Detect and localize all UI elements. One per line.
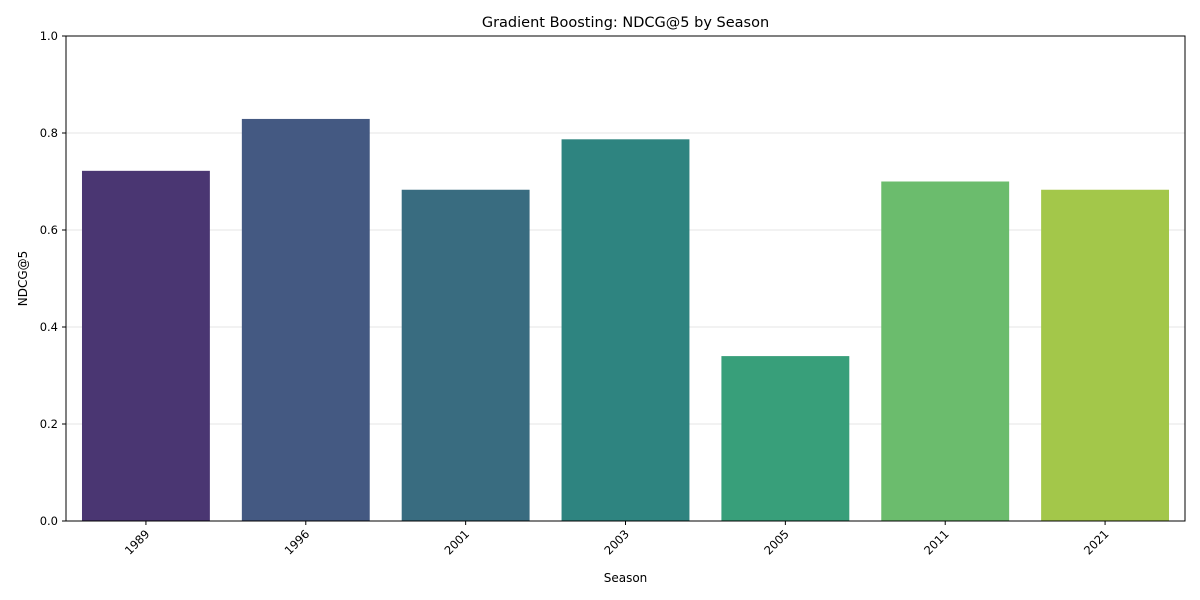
y-tick-label: 0.0 <box>40 514 58 528</box>
bar-2021 <box>1041 189 1170 521</box>
y-tick-label: 0.2 <box>40 417 58 431</box>
chart-title: Gradient Boosting: NDCG@5 by Season <box>482 15 769 31</box>
bar-2005 <box>721 356 850 521</box>
y-tick-label: 1.0 <box>40 29 58 43</box>
bar-1996 <box>241 118 370 521</box>
y-tick-label: 0.4 <box>40 320 58 334</box>
bar-2001 <box>401 189 530 521</box>
bar-2003 <box>561 139 690 521</box>
bar-2011 <box>881 181 1010 521</box>
y-axis-label: NDCG@5 <box>16 251 30 307</box>
x-axis-label: Season <box>604 571 648 585</box>
y-tick-label: 0.8 <box>40 126 58 140</box>
bars <box>81 118 1170 521</box>
y-axis: 0.0 0.2 0.4 0.6 0.8 1.0 <box>40 29 66 528</box>
y-tick-label: 0.6 <box>40 223 58 237</box>
bar-1989 <box>81 170 210 521</box>
